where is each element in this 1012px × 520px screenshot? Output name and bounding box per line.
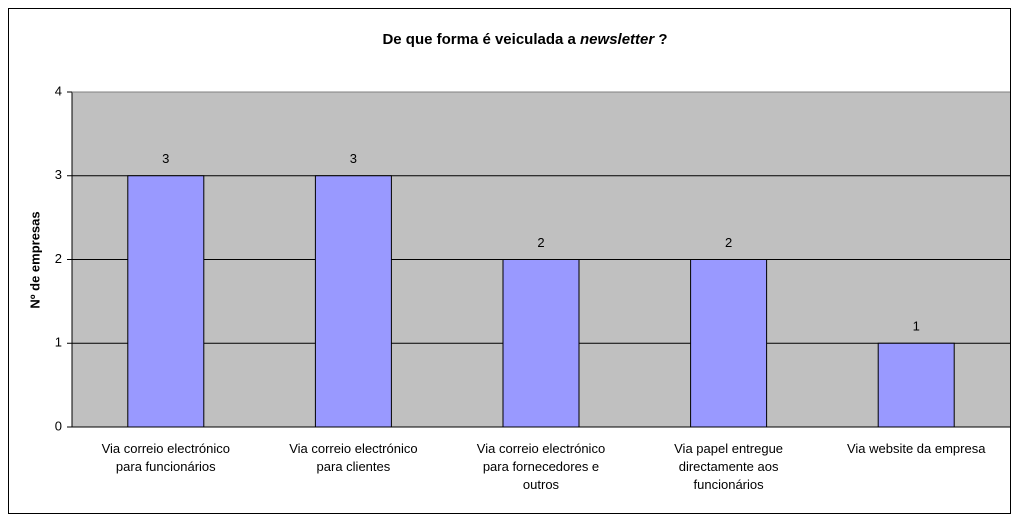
y-tick-label: 4 (55, 83, 62, 98)
chart-title: De que forma é veiculada a newsletter ? (382, 31, 667, 48)
bar (877, 342, 955, 428)
bar (127, 175, 205, 428)
y-tick-label: 2 (55, 251, 62, 266)
x-tick-label-line: Via correio electrónico (102, 441, 230, 456)
x-tick-label-line: para funcionários (116, 459, 216, 474)
x-tick-label-line: directamente aos (679, 459, 779, 474)
title-part: ? (654, 31, 667, 48)
x-tick-label-line: Via website da empresa (847, 441, 986, 456)
value-label: 3 (350, 151, 357, 166)
x-tick-label-line: Via papel entregue (674, 441, 783, 456)
x-tick-label: Via correio electrónico para funcionários (102, 441, 230, 474)
value-label: 2 (725, 235, 732, 250)
x-tick-label: Via website da empresa (847, 441, 986, 456)
title-part: De que forma é veiculada a (382, 31, 580, 48)
x-tick-label-line: para clientes (317, 459, 391, 474)
x-tick-label-line: Via correio electrónico (477, 441, 605, 456)
x-tick-label-line: para fornecedores e (483, 459, 599, 474)
bar (314, 175, 392, 428)
x-tick-label: Via papel entregue directamente aos funcio… (674, 441, 783, 492)
y-tick-label: 3 (55, 167, 62, 182)
x-tick-label-line: outros (523, 477, 560, 492)
bar (502, 259, 580, 428)
x-tick-label: Via correio electrónico para fornecedores… (477, 441, 605, 492)
value-label: 2 (537, 235, 544, 250)
value-label: 3 (162, 151, 169, 166)
x-tick-label-line: Via correio electrónico (289, 441, 417, 456)
bar (690, 259, 768, 428)
x-tick-label-line: funcionários (694, 477, 765, 492)
value-label: 1 (913, 319, 920, 334)
y-tick-label: 0 (55, 418, 62, 433)
y-tick-label: 1 (55, 335, 62, 350)
y-axis-label: Nº de empresas (27, 211, 42, 308)
title-part: newsletter (580, 31, 655, 48)
x-tick-label: Via correio electrónico para clientes (289, 441, 417, 474)
